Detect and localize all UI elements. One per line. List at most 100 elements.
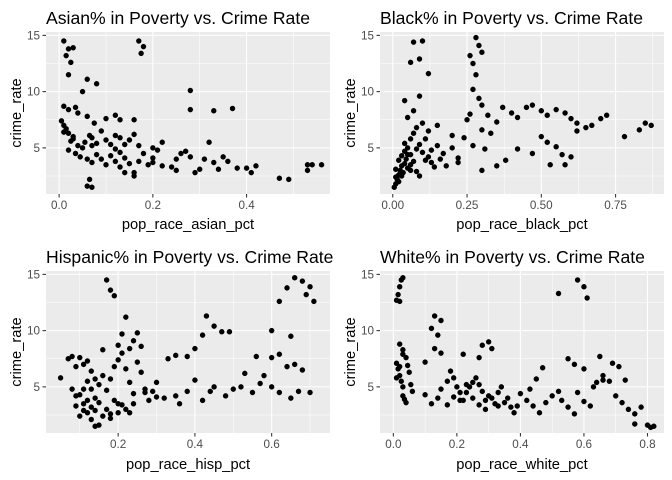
data-point bbox=[136, 158, 142, 165]
data-point bbox=[574, 389, 581, 396]
data-point bbox=[600, 377, 606, 383]
data-point bbox=[498, 384, 505, 390]
data-point bbox=[203, 313, 210, 319]
data-point bbox=[225, 158, 231, 165]
chart-title: Asian% in Poverty vs. Crime Rate bbox=[46, 8, 310, 28]
x-axis-title: pop_race_black_pct bbox=[456, 217, 587, 233]
data-point bbox=[400, 351, 406, 357]
data-point bbox=[211, 108, 217, 114]
x-axis-title: pop_race_hisp_pct bbox=[126, 457, 250, 473]
data-point bbox=[489, 395, 495, 401]
x-tick-label: 0.75 bbox=[604, 199, 627, 212]
data-point bbox=[311, 298, 317, 305]
data-point bbox=[400, 275, 406, 281]
data-point bbox=[242, 370, 248, 377]
y-tick-label: 10 bbox=[361, 325, 375, 338]
data-point bbox=[613, 393, 619, 399]
data-point bbox=[112, 158, 119, 165]
data-point bbox=[396, 363, 403, 370]
data-point bbox=[539, 365, 546, 371]
data-point bbox=[609, 360, 616, 366]
data-point bbox=[622, 377, 628, 383]
data-point bbox=[111, 293, 118, 299]
data-point bbox=[398, 173, 405, 179]
data-point bbox=[276, 175, 283, 181]
y-tick-label: 5 bbox=[367, 381, 374, 394]
data-point bbox=[425, 154, 432, 160]
data-point bbox=[404, 151, 411, 158]
data-point bbox=[587, 403, 593, 409]
data-point bbox=[479, 167, 485, 174]
data-point bbox=[107, 411, 114, 417]
x-tick-label: 0.2 bbox=[110, 438, 126, 451]
data-point bbox=[396, 341, 403, 347]
data-point bbox=[131, 117, 137, 123]
data-point bbox=[119, 350, 125, 356]
data-point bbox=[568, 115, 574, 122]
data-point bbox=[410, 39, 417, 45]
data-point bbox=[61, 38, 67, 44]
data-point bbox=[103, 137, 109, 143]
data-point bbox=[651, 423, 657, 429]
data-point bbox=[547, 162, 553, 168]
data-point bbox=[508, 110, 515, 116]
data-point bbox=[434, 142, 441, 149]
data-point bbox=[284, 285, 290, 291]
data-point bbox=[248, 169, 254, 176]
data-point bbox=[107, 153, 114, 159]
data-point bbox=[150, 155, 156, 161]
data-point bbox=[173, 167, 179, 174]
data-point bbox=[413, 146, 420, 152]
data-point bbox=[58, 118, 65, 124]
data-point bbox=[413, 168, 420, 175]
data-point bbox=[117, 164, 123, 170]
data-point bbox=[449, 132, 455, 139]
data-point bbox=[268, 354, 275, 361]
x-tick-label: 0.2 bbox=[449, 438, 465, 451]
data-point bbox=[401, 160, 408, 167]
data-point bbox=[444, 378, 451, 384]
data-point bbox=[632, 411, 638, 417]
x-axis-title: pop_race_asian_pct bbox=[122, 217, 254, 233]
data-point bbox=[489, 345, 495, 352]
data-point bbox=[449, 145, 455, 151]
data-point bbox=[77, 413, 83, 419]
data-point bbox=[89, 142, 95, 149]
data-point bbox=[288, 395, 294, 401]
data-point bbox=[473, 34, 479, 41]
data-point bbox=[140, 43, 147, 50]
data-point bbox=[451, 394, 457, 400]
data-point bbox=[479, 388, 485, 395]
data-point bbox=[138, 369, 144, 375]
data-point bbox=[467, 52, 473, 59]
data-point bbox=[555, 388, 562, 395]
data-point bbox=[437, 156, 444, 162]
data-point bbox=[574, 120, 580, 126]
data-point bbox=[284, 363, 290, 370]
data-point bbox=[276, 298, 283, 305]
data-point bbox=[295, 388, 302, 395]
data-point bbox=[508, 404, 514, 410]
data-point bbox=[514, 146, 521, 152]
data-point bbox=[590, 384, 597, 390]
chart-panel-black: 0.00 0.25 0.50 0.75 5 10 15 Black% in Poverty … bbox=[343, 8, 664, 233]
data-point bbox=[473, 375, 479, 381]
x-tick-label: 0.4 bbox=[187, 438, 204, 451]
data-point bbox=[61, 129, 67, 135]
data-point bbox=[80, 361, 87, 368]
data-point bbox=[403, 399, 409, 406]
data-point bbox=[529, 102, 536, 108]
data-point bbox=[416, 141, 423, 148]
data-point bbox=[431, 313, 438, 319]
data-point bbox=[92, 407, 98, 414]
x-tick-label: 0.50 bbox=[530, 199, 553, 212]
data-point bbox=[303, 291, 309, 298]
data-point bbox=[117, 117, 123, 123]
data-point bbox=[65, 46, 72, 52]
data-point bbox=[419, 120, 426, 126]
data-point bbox=[619, 399, 625, 406]
data-point bbox=[434, 122, 441, 129]
data-point bbox=[206, 139, 212, 145]
data-point bbox=[485, 339, 492, 345]
